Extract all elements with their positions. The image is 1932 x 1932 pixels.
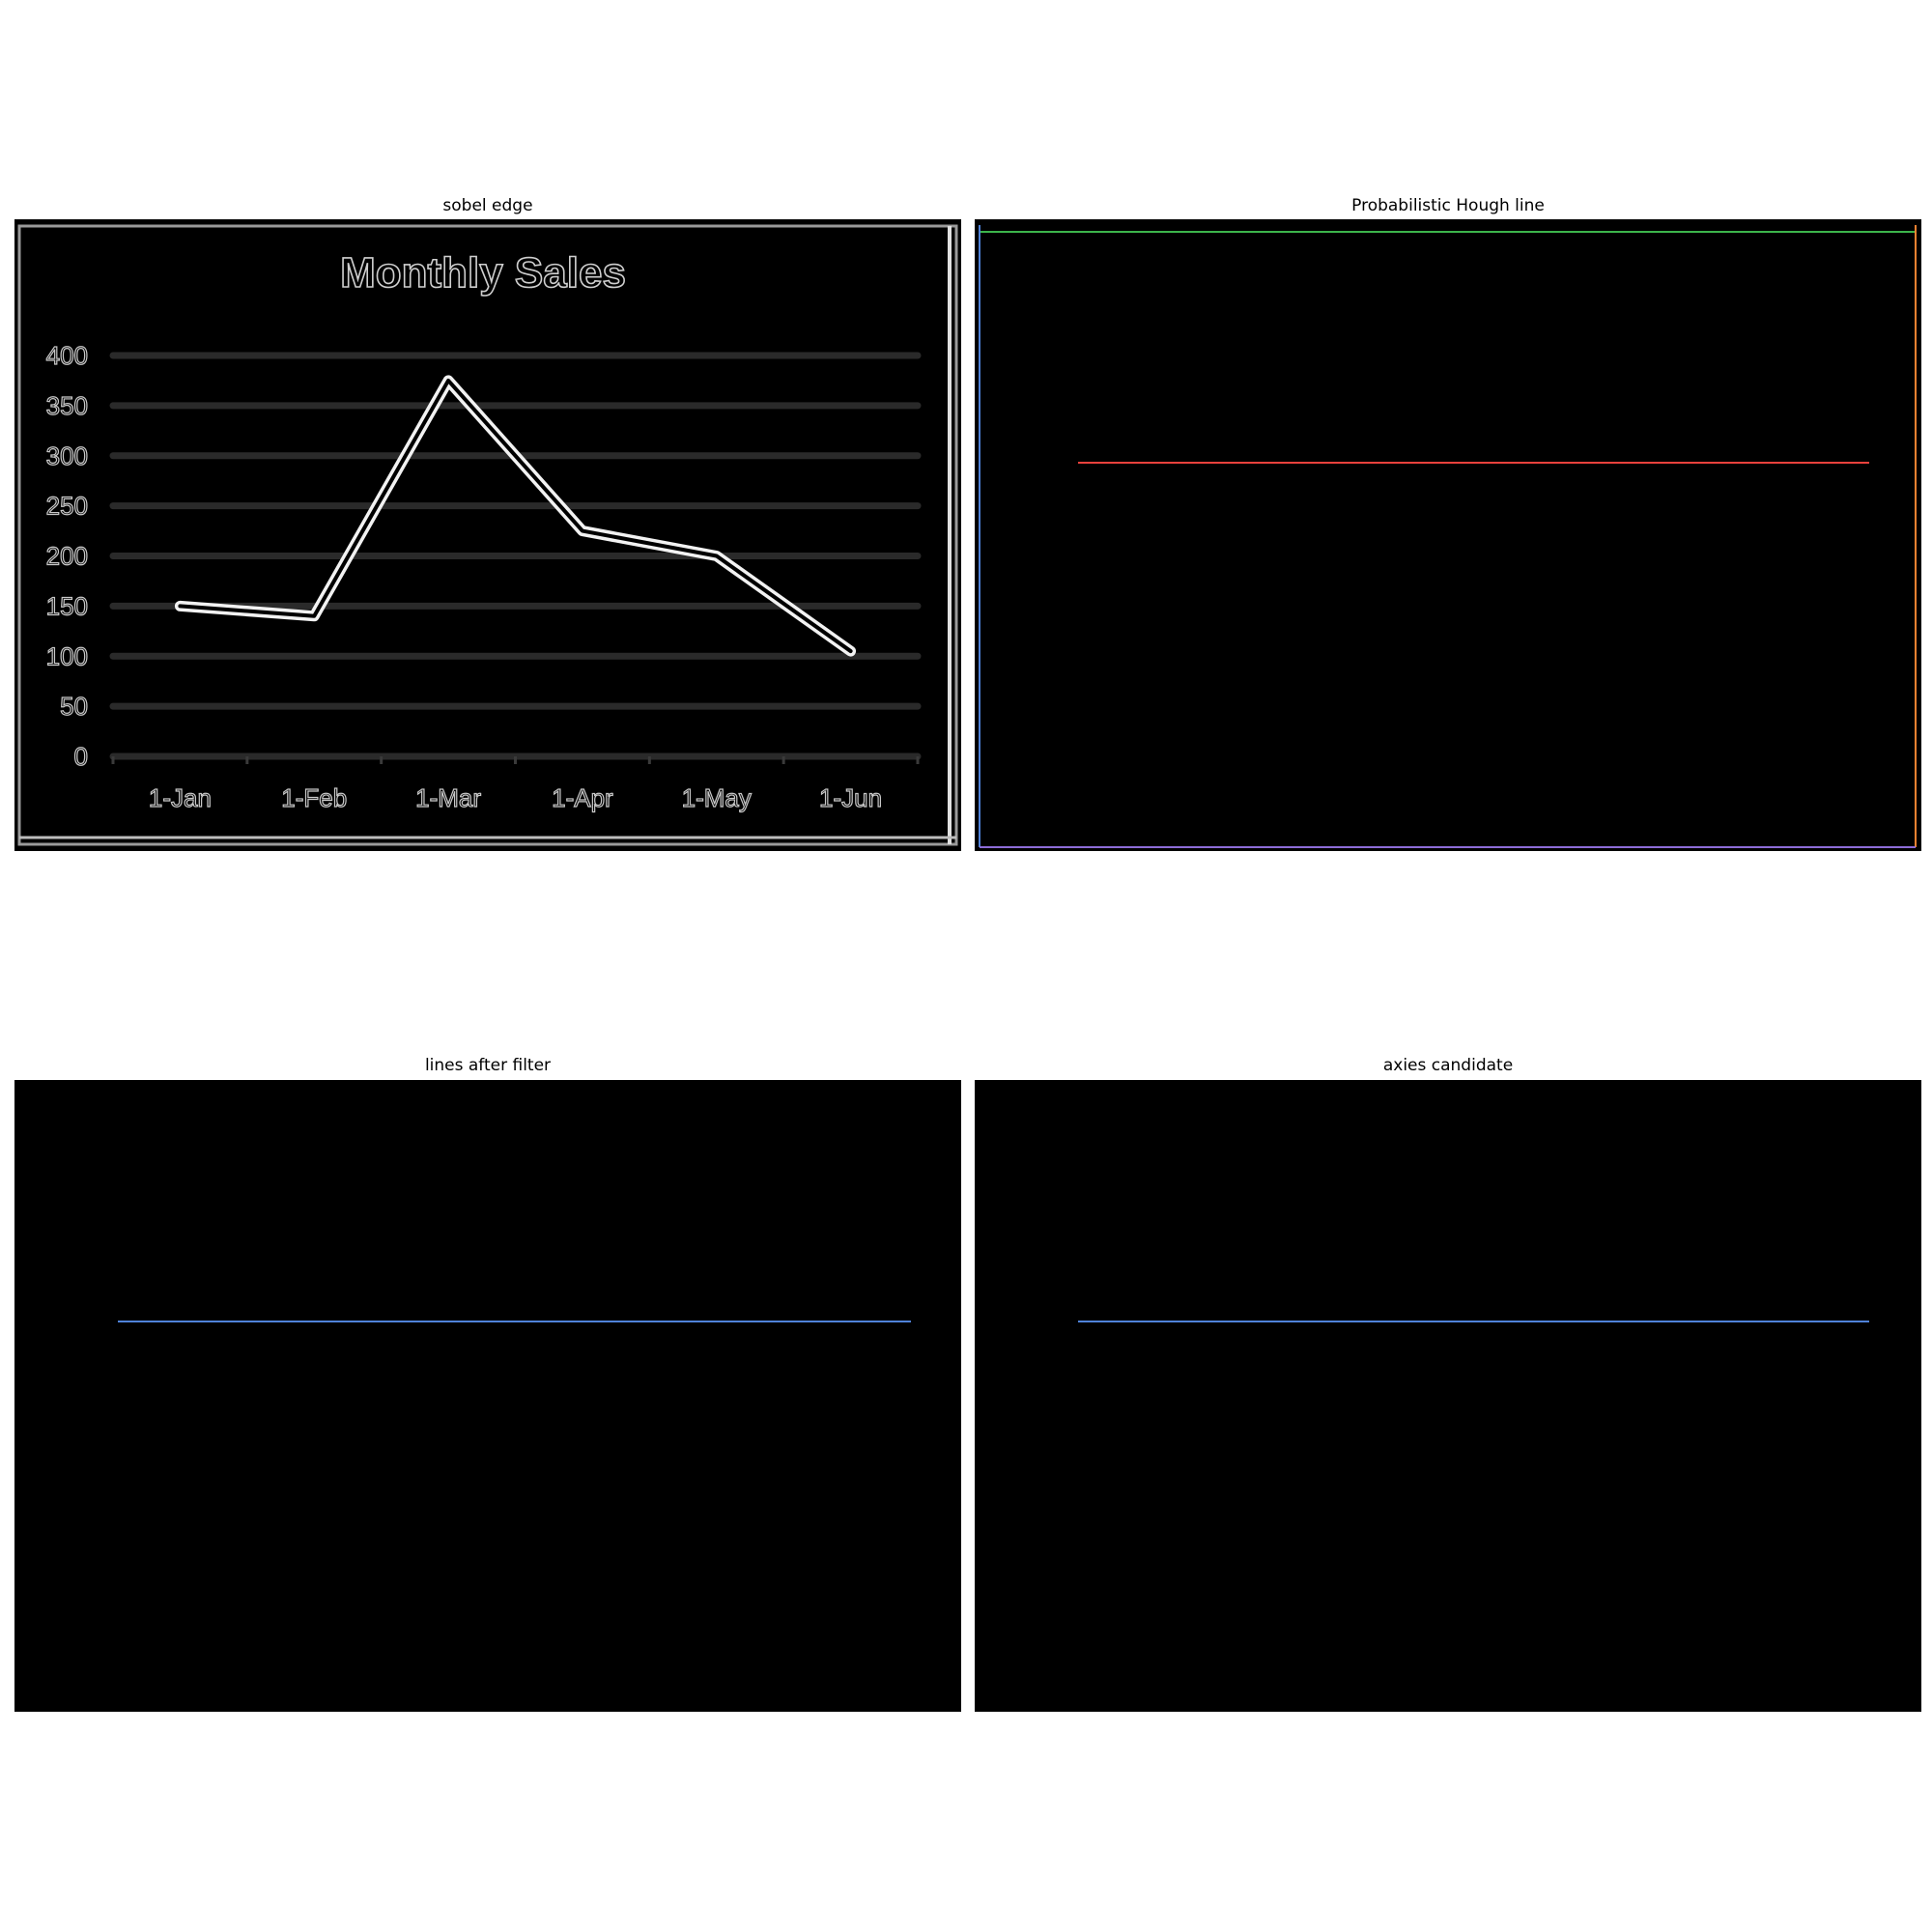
- y-tick-label: 350: [46, 391, 88, 420]
- y-tick-label: 400: [46, 341, 88, 370]
- hough-lines-plot: [979, 225, 1917, 848]
- image-border-edge: [17, 224, 958, 846]
- x-tick-label: 1-Mar: [415, 783, 481, 812]
- panel-title-filtered: lines after filter: [424, 1056, 552, 1075]
- x-tick-label: 1-Jun: [819, 783, 882, 812]
- y-tick-label: 0: [74, 742, 88, 771]
- y-tick-label: 250: [46, 492, 88, 521]
- series-line-edge-inner: [178, 378, 853, 654]
- filtered-lines-plot: [118, 1321, 911, 1322]
- x-tick-label: 1-Jan: [149, 783, 212, 812]
- x-tick-label: 1-May: [682, 783, 752, 812]
- y-tick-label: 300: [46, 441, 88, 470]
- hough-panel: [975, 219, 1921, 851]
- x-tick-label: 1-Apr: [552, 783, 613, 812]
- panel-title-axes: axies candidate: [1382, 1056, 1514, 1075]
- filtered-lines-panel: [14, 1080, 961, 1712]
- sobel-edge-panel: Monthly Sales 0 50 100 150 200 250 300 350 400 1…: [14, 219, 961, 851]
- axis-candidate-plot: [1078, 1321, 1869, 1322]
- sobel-edge-chart: Monthly Sales 0 50 100 150 200 250 300 350 400 1…: [17, 224, 958, 846]
- panel-title-sobel: sobel edge: [442, 196, 533, 215]
- axis-candidate-panel: [975, 1080, 1921, 1712]
- y-tick-label: 100: [46, 641, 88, 670]
- y-tick-label: 50: [60, 692, 88, 721]
- y-tick-label: 150: [46, 591, 88, 620]
- series-line-edge-outer: [174, 375, 857, 657]
- panel-title-hough: Probabilistic Hough line: [1351, 196, 1545, 215]
- y-tick-label: 200: [46, 542, 88, 571]
- chart-title: Monthly Sales: [340, 249, 626, 297]
- x-tick-label: 1-Feb: [281, 783, 347, 812]
